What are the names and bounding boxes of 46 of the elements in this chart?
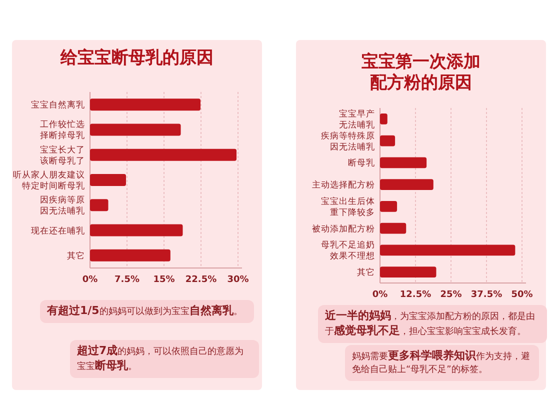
x-tick-label: 0% (372, 290, 388, 300)
bar (90, 148, 237, 161)
y-tick-label: 宝宝长大了该断母乳了 (40, 144, 85, 166)
bar (380, 222, 406, 234)
bar (380, 179, 434, 190)
chart-title: 宝宝第一次添加配方粉的原因 (361, 52, 481, 94)
y-tick-label: 母乳不足追奶效果不理想 (321, 240, 375, 262)
bar (90, 224, 183, 236)
text: 有超过1/5的妈妈可以做到为宝宝自然离乳。 (40, 300, 254, 323)
y-tick-label: 现在还在哺乳 (31, 225, 85, 236)
y-tick-label: 宝宝出生后体重下降较多 (321, 196, 375, 218)
x-tick-label: 25% (440, 290, 462, 300)
y-tick-label: 因疾病等原因无法哺乳 (40, 194, 85, 217)
x-tick-label: 50% (511, 290, 533, 300)
text: 近一半的妈妈，为宝宝添加配方粉的原因，都是由于感觉母乳不足，担心宝宝影响宝宝成长发育。 (325, 309, 535, 337)
y-tick-label: 工作较忙选择断掉母乳 (40, 119, 85, 142)
x-tick-label: 0% (82, 275, 98, 285)
x-tick-label: 37.5% (470, 290, 502, 300)
text: 超过7成的妈妈，可以依照自己的意愿为宝宝断母乳。 (77, 344, 244, 372)
y-tick-label: 主动选择配方粉 (312, 180, 375, 191)
y-tick-label: 其它 (67, 250, 85, 262)
x-tick-label: 7.5% (114, 275, 140, 285)
bar (90, 124, 181, 136)
y-tick-label: 疾病等特殊原因无法哺乳 (321, 130, 375, 152)
bar (380, 135, 396, 146)
bar (380, 200, 398, 212)
y-tick-label: 听从家人朋友建议特定时间断母乳 (13, 170, 85, 192)
y-tick-label: 其它 (357, 267, 375, 278)
bar (90, 249, 170, 262)
bar (90, 174, 126, 186)
y-tick-label: 宝宝早产无法哺乳 (339, 108, 375, 130)
y-tick-label: 宝宝自然离乳 (31, 100, 85, 111)
bar (380, 266, 436, 278)
bar (90, 98, 201, 111)
x-tick-label: 15% (153, 275, 175, 285)
bar (90, 199, 108, 212)
y-tick-label: 被动添加配方粉 (312, 223, 375, 234)
bar (380, 157, 427, 168)
text: 妈妈需要更多科学喂养知识作为支持，避免给自己贴上“母乳不足”的标签。 (345, 345, 539, 381)
x-tick-label: 22.5% (185, 275, 217, 285)
y-tick-label: 断母乳 (348, 158, 375, 169)
x-tick-label: 12.5% (400, 290, 432, 300)
x-tick-label: 30% (227, 275, 249, 285)
chart-title: 给宝宝断母乳的原因 (59, 48, 214, 69)
bar (380, 244, 516, 256)
bar (380, 113, 388, 124)
